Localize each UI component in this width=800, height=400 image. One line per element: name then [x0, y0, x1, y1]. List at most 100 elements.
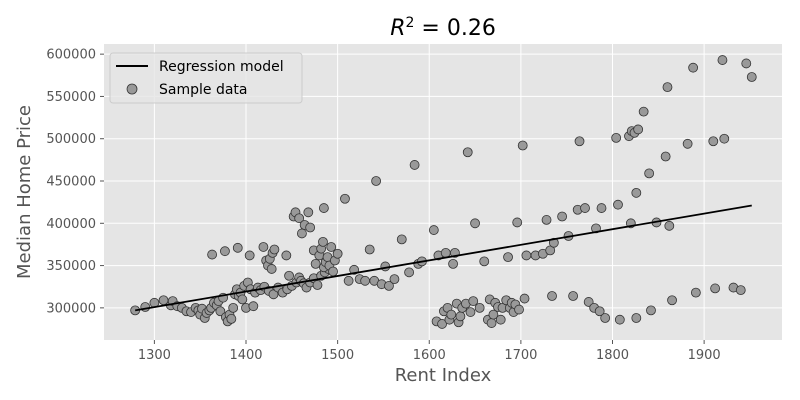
- data-point: [735, 285, 746, 296]
- data-point: [468, 296, 479, 306]
- data-point: [594, 306, 605, 317]
- legend-marker-swatch: [126, 83, 138, 95]
- data-point: [638, 106, 649, 117]
- data-point: [488, 309, 499, 320]
- data-point: [710, 283, 721, 294]
- data-point: [708, 136, 719, 147]
- data-point: [448, 258, 458, 269]
- data-point: [269, 244, 280, 255]
- sample-data-points: [130, 55, 757, 329]
- data-point: [517, 140, 528, 151]
- data-point: [384, 280, 394, 291]
- data-point: [389, 274, 400, 285]
- data-point: [284, 270, 294, 281]
- data-point: [340, 193, 350, 204]
- data-point: [215, 306, 226, 317]
- data-point: [470, 218, 480, 229]
- y-tick-label: 500000: [46, 132, 96, 147]
- data-point: [305, 222, 316, 233]
- data-point: [248, 301, 259, 312]
- x-axis-ticks: 1300 1400 1500 1600 1700 1800 1900: [138, 340, 721, 363]
- data-point: [519, 293, 530, 304]
- y-tick-label: 300000: [46, 301, 96, 316]
- x-tick-label: 1600: [413, 348, 446, 363]
- data-point: [404, 267, 415, 278]
- data-point: [614, 314, 625, 325]
- y-tick-label: 400000: [46, 217, 96, 232]
- data-point: [140, 302, 151, 312]
- data-point: [220, 246, 230, 257]
- x-tick-label: 1700: [504, 348, 537, 363]
- data-point: [297, 228, 307, 239]
- x-tick-label: 1400: [229, 348, 262, 363]
- data-point: [268, 289, 279, 300]
- data-point: [660, 151, 671, 162]
- data-point: [574, 136, 585, 147]
- data-point: [568, 291, 579, 301]
- data-point: [207, 249, 218, 260]
- data-point: [455, 311, 466, 322]
- data-point: [303, 207, 314, 218]
- regression-line-layer: [135, 204, 752, 312]
- data-point: [396, 234, 407, 245]
- data-point: [437, 319, 447, 329]
- data-point: [318, 203, 329, 213]
- data-point: [226, 313, 237, 324]
- data-point: [343, 275, 354, 286]
- data-point: [611, 132, 622, 143]
- y-tick-label: 350000: [46, 259, 96, 274]
- data-point: [281, 250, 292, 261]
- data-point: [631, 313, 642, 323]
- data-point: [244, 250, 255, 261]
- x-tick-label: 1500: [321, 348, 354, 363]
- data-point: [462, 147, 473, 158]
- data-point: [600, 313, 611, 323]
- data-point: [332, 248, 343, 259]
- y-tick-label: 550000: [46, 90, 96, 105]
- legend: Regression model Sample data: [109, 52, 303, 104]
- x-axis-label: Rent Index: [395, 365, 492, 386]
- data-point: [326, 242, 337, 252]
- data-point: [440, 247, 451, 258]
- data-point: [228, 302, 239, 313]
- data-point: [409, 160, 420, 170]
- data-point: [312, 280, 323, 290]
- data-point: [514, 304, 524, 315]
- data-point: [503, 252, 513, 263]
- legend-label-sample: Sample data: [159, 82, 247, 98]
- data-point: [682, 138, 693, 149]
- data-point: [371, 176, 382, 186]
- data-point: [719, 133, 730, 144]
- data-point: [644, 168, 655, 179]
- data-point: [495, 314, 506, 325]
- data-point: [633, 124, 644, 135]
- data-point: [557, 211, 568, 222]
- data-point: [512, 217, 523, 228]
- data-point: [688, 62, 699, 73]
- data-point: [237, 294, 248, 305]
- data-point: [717, 55, 728, 65]
- x-tick-label: 1800: [596, 348, 629, 363]
- data-point: [479, 256, 490, 267]
- x-tick-label: 1300: [138, 348, 171, 363]
- data-point: [662, 82, 673, 93]
- legend-box: [109, 52, 303, 104]
- data-point: [583, 297, 594, 307]
- data-point: [310, 258, 321, 269]
- data-point: [596, 203, 607, 213]
- data-point: [547, 291, 557, 301]
- data-point: [428, 225, 439, 235]
- y-tick-label: 450000: [46, 175, 96, 190]
- data-point: [613, 199, 623, 210]
- data-point: [318, 236, 328, 247]
- data-point: [266, 264, 277, 274]
- data-point: [541, 215, 552, 225]
- x-tick-label: 1900: [688, 348, 721, 363]
- data-point: [741, 58, 752, 69]
- data-point: [690, 287, 701, 298]
- data-point: [360, 275, 371, 286]
- chart-title: R2 = 0.26: [390, 15, 496, 41]
- legend-label-regression: Regression model: [159, 59, 284, 75]
- data-point: [232, 242, 243, 253]
